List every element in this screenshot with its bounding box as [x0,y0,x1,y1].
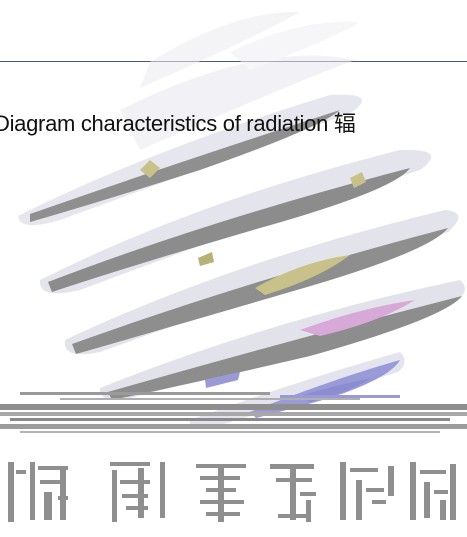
top-divider-line [0,61,467,62]
radiation-lobe-4 [99,280,465,400]
fragmented-glyph-row [8,462,456,522]
radiation-lobe-2 [39,149,432,294]
diagram-caption: Diagram characteristics of radiation 辐 [0,111,356,136]
ghost-strokes [120,11,360,150]
radiation-lobe-1 [18,94,363,226]
radiation-lobe-3 [64,210,459,355]
streak-band [0,392,467,433]
